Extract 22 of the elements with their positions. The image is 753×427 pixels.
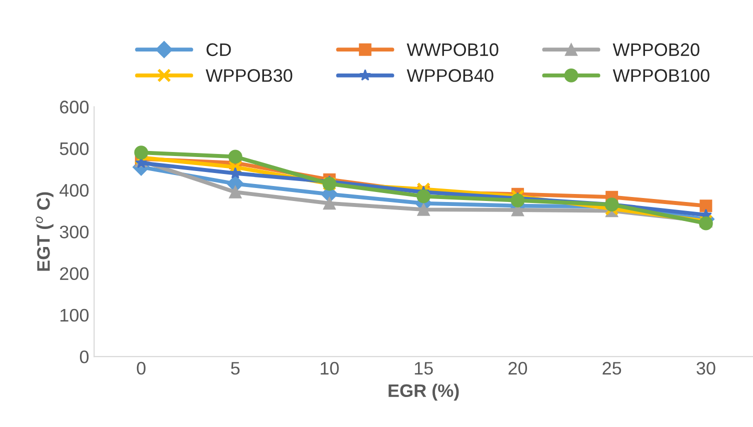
y-tick-label: 500 bbox=[60, 142, 89, 156]
legend-label: WPPOB40 bbox=[406, 69, 494, 82]
y-tick-label: 0 bbox=[80, 350, 89, 364]
y-tick-label: 200 bbox=[60, 267, 89, 280]
legend-label: WWPOB10 bbox=[406, 43, 498, 56]
x-tick-label: 25 bbox=[602, 362, 622, 375]
legend-label: WPPOB100 bbox=[612, 69, 710, 82]
y-tick-label: 300 bbox=[60, 226, 89, 238]
y-tick-label: 400 bbox=[60, 184, 89, 197]
legend-label: CD bbox=[206, 43, 231, 56]
x-axis-title: EGR (%) bbox=[388, 384, 459, 401]
y-tick-label: 600 bbox=[60, 100, 89, 114]
x-tick-label: 10 bbox=[320, 362, 339, 375]
legend-label: WPPOB30 bbox=[206, 69, 292, 82]
y-axis-title: EGT ($^{o}$ C) bbox=[36, 192, 54, 271]
x-tick-label: 5 bbox=[231, 362, 240, 375]
x-tick-label: 30 bbox=[696, 362, 716, 375]
x-tick-label: 15 bbox=[414, 362, 433, 375]
y-tick-label: 100 bbox=[60, 308, 89, 322]
legend-label: WPPOB20 bbox=[612, 43, 700, 56]
x-tick-label: 0 bbox=[136, 362, 146, 375]
x-tick-label: 20 bbox=[508, 362, 528, 375]
